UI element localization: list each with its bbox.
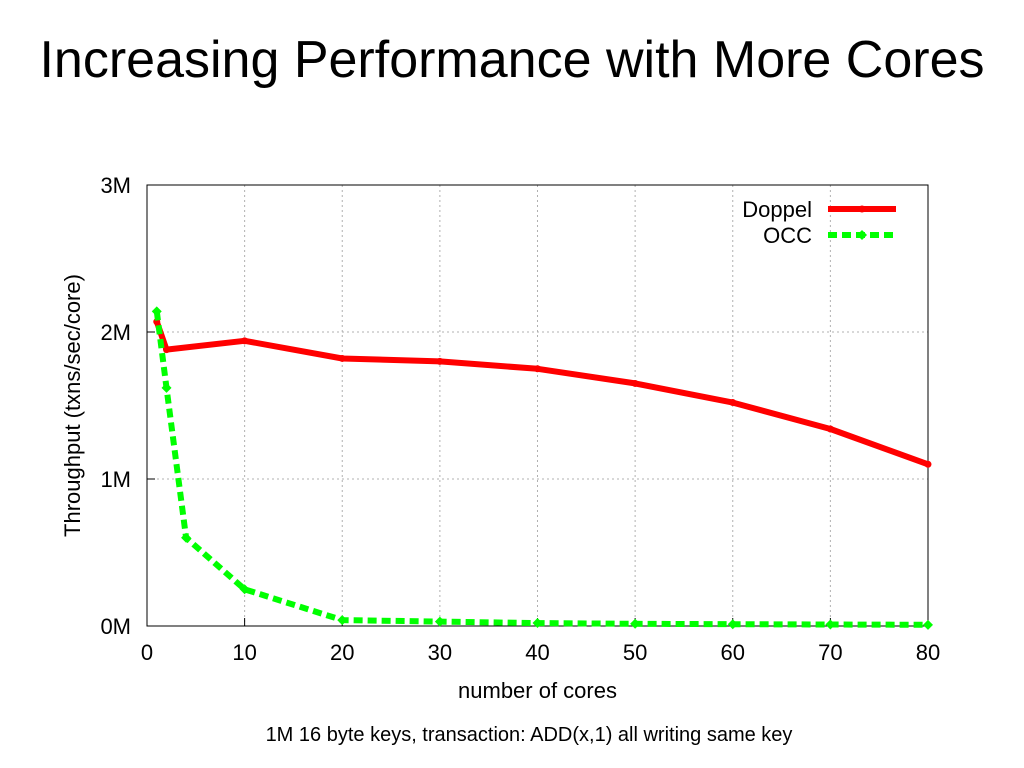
chart-grid bbox=[147, 185, 928, 626]
y-tick-label: 0M bbox=[100, 614, 131, 639]
y-axis-label: Throughput (txns/sec/core) bbox=[60, 274, 85, 537]
chart-series bbox=[151, 306, 933, 630]
occ-data-point bbox=[239, 584, 250, 595]
x-tick-label: 60 bbox=[721, 640, 745, 665]
x-tick-label: 20 bbox=[330, 640, 354, 665]
doppel-data-point bbox=[924, 460, 932, 468]
occ-data-point bbox=[923, 619, 933, 630]
x-tick-label: 70 bbox=[818, 640, 842, 665]
doppel-data-point bbox=[241, 337, 249, 345]
occ-data-point bbox=[727, 619, 738, 630]
doppel-data-point bbox=[729, 399, 737, 407]
occ-legend-marker bbox=[857, 230, 867, 240]
slide-title: Increasing Performance with More Cores bbox=[39, 31, 985, 89]
y-tick-label: 1M bbox=[100, 467, 131, 492]
x-tick-label: 0 bbox=[141, 640, 153, 665]
x-tick-label: 40 bbox=[525, 640, 549, 665]
occ-series-line bbox=[153, 311, 929, 628]
axis-ticks: 0 10 20 30 40 50 60 70 80 0M 1M 2M 3M bbox=[100, 173, 940, 665]
doppel-data-point bbox=[534, 365, 541, 373]
y-tick-label: 3M bbox=[100, 173, 131, 198]
x-tick-label: 10 bbox=[232, 640, 256, 665]
occ-data-point bbox=[151, 306, 162, 317]
occ-data-point bbox=[825, 619, 836, 630]
chart-caption: 1M 16 byte keys, transaction: ADD(x,1) a… bbox=[265, 724, 793, 746]
doppel-data-point bbox=[338, 354, 346, 362]
occ-data-point bbox=[337, 615, 348, 626]
doppel-legend-marker bbox=[858, 205, 866, 213]
x-tick-label: 80 bbox=[916, 640, 940, 665]
y-tick-label: 2M bbox=[100, 320, 131, 345]
occ-data-point bbox=[181, 532, 192, 543]
x-tick-label: 30 bbox=[428, 640, 452, 665]
doppel-data-point bbox=[163, 346, 171, 354]
occ-legend-label: OCC bbox=[763, 223, 812, 248]
occ-data-point bbox=[532, 618, 543, 629]
x-tick-label: 50 bbox=[623, 640, 647, 665]
x-axis-label: number of cores bbox=[458, 678, 617, 703]
doppel-data-point bbox=[826, 425, 834, 433]
occ-data-point bbox=[434, 616, 445, 627]
doppel-data-point bbox=[631, 379, 639, 387]
occ-data-point bbox=[630, 618, 641, 629]
doppel-series-line bbox=[153, 320, 930, 468]
occ-data-point bbox=[161, 382, 172, 393]
doppel-data-point bbox=[436, 357, 444, 365]
doppel-legend-label: Doppel bbox=[742, 197, 812, 222]
